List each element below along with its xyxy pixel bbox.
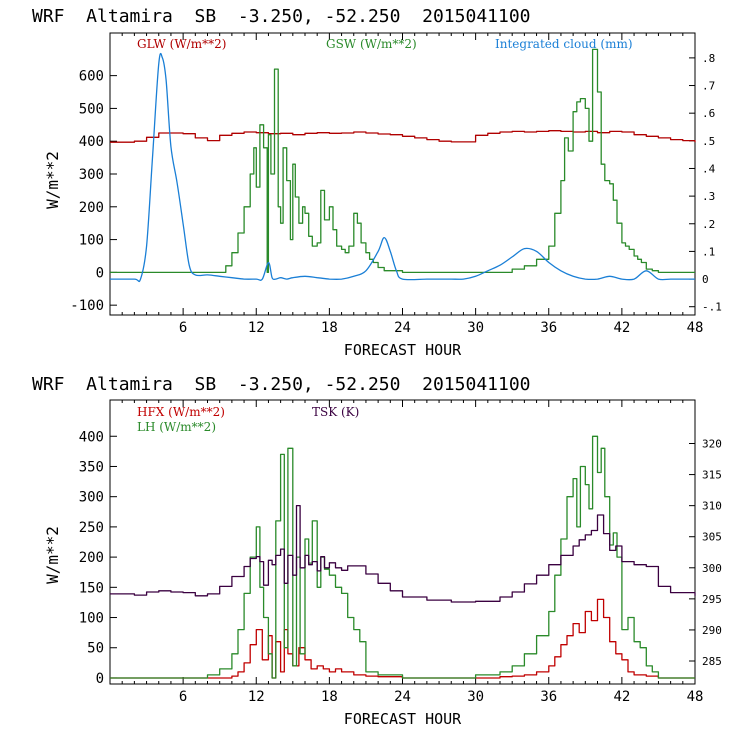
- gsw-legend: GSW (W/m**2): [326, 37, 417, 51]
- x-axis-label: FORECAST HOUR: [344, 341, 462, 359]
- y-tick-label: 350: [79, 459, 104, 475]
- y2-tick-label: 305: [702, 531, 722, 544]
- y2-tick-label: 295: [702, 593, 722, 606]
- hfx-legend: HFX (W/m**2): [137, 405, 225, 419]
- x-tick-label: 30: [467, 320, 484, 336]
- y2-tick-label: .1: [702, 245, 715, 258]
- bottom-chart-title: WRF Altamira SB -3.250, -52.250 20150411…: [32, 374, 531, 395]
- y2-tick-label: 0: [702, 273, 709, 286]
- y2-tick-label: 320: [702, 438, 722, 451]
- y2-tick-label: .8: [702, 52, 715, 65]
- y-tick-label: 100: [79, 611, 104, 627]
- x-tick-label: 42: [613, 320, 630, 336]
- y-tick-label: 600: [79, 69, 104, 85]
- y2-tick-label: .2: [702, 218, 715, 231]
- y-tick-label: 150: [79, 580, 104, 596]
- y-tick-label: 0: [96, 671, 104, 687]
- glw-legend: GLW (W/m**2): [137, 37, 226, 51]
- cloud-legend: Integrated cloud (mm): [495, 37, 633, 51]
- y2-tick-label: 300: [702, 562, 722, 575]
- top-chart: 6 12 18 24 30 36 42 48 FORECAST HOUR -100 0 100 200 3…: [43, 32, 722, 359]
- y-tick-label: -100: [70, 298, 104, 314]
- y2-tick-label: .6: [702, 107, 715, 120]
- glw-series-line: [110, 130, 696, 143]
- x-tick-label: 36: [540, 689, 557, 705]
- top-chart-title: WRF Altamira SB -3.250, -52.250 20150411…: [32, 6, 531, 27]
- y-tick-label: 300: [79, 490, 104, 506]
- x-tick-label: 18: [321, 689, 338, 705]
- y2-tick-label: .4: [702, 162, 716, 175]
- y2-tick-label: .5: [702, 135, 715, 148]
- x-tick-label: 18: [321, 320, 338, 336]
- x-axis-label: FORECAST HOUR: [344, 710, 462, 728]
- y-tick-label: 500: [79, 101, 104, 117]
- lh-series-line: [110, 435, 695, 679]
- y-tick-label: 200: [79, 550, 104, 566]
- x-tick-label: 48: [687, 689, 704, 705]
- y2-tick-label: .7: [702, 80, 715, 93]
- y2-tick-label: 315: [702, 469, 722, 482]
- x-tick-label: 12: [248, 320, 265, 336]
- y-axis-label: W/m**2: [43, 526, 62, 584]
- y-tick-label: 300: [79, 167, 104, 183]
- x-tick-label: 30: [467, 689, 484, 705]
- x-tick-label: 12: [248, 689, 265, 705]
- x-tick-label: 24: [394, 689, 411, 705]
- tsk-legend: TSK (K): [312, 405, 359, 419]
- gsw-series-line: [110, 48, 695, 274]
- y2-tick-label: -.1: [702, 301, 722, 314]
- y2-tick-label: 285: [702, 655, 722, 668]
- lh-legend: LH (W/m**2): [137, 420, 216, 434]
- x-tick-label: 24: [394, 320, 411, 336]
- y-tick-label: 50: [87, 641, 104, 657]
- y-axis-label: W/m**2: [43, 151, 62, 209]
- tsk-series-line: [110, 504, 696, 603]
- y-tick-label: 250: [79, 520, 104, 536]
- x-tick-label: 6: [179, 689, 187, 705]
- y-tick-label: 0: [96, 265, 104, 281]
- y2-tick-label: 290: [702, 624, 722, 637]
- x-tick-label: 42: [613, 689, 630, 705]
- x-tick-label: 6: [179, 320, 187, 336]
- cloud-series-line: [110, 52, 695, 283]
- bottom-chart: 6 12 18 24 30 36 42 48 FORECAST HOUR 0 50 100 150 200…: [43, 399, 722, 728]
- hfx-series-line: [110, 598, 695, 679]
- x-tick-label: 48: [687, 320, 704, 336]
- x-tick-label: 36: [540, 320, 557, 336]
- y-tick-label: 100: [79, 233, 104, 249]
- y-tick-label: 400: [79, 429, 104, 445]
- y2-tick-label: .3: [702, 190, 715, 203]
- plot-frame: [109, 399, 696, 685]
- y2-tick-label: 310: [702, 500, 722, 513]
- y-tick-label: 200: [79, 200, 104, 216]
- y-tick-label: 400: [79, 134, 104, 150]
